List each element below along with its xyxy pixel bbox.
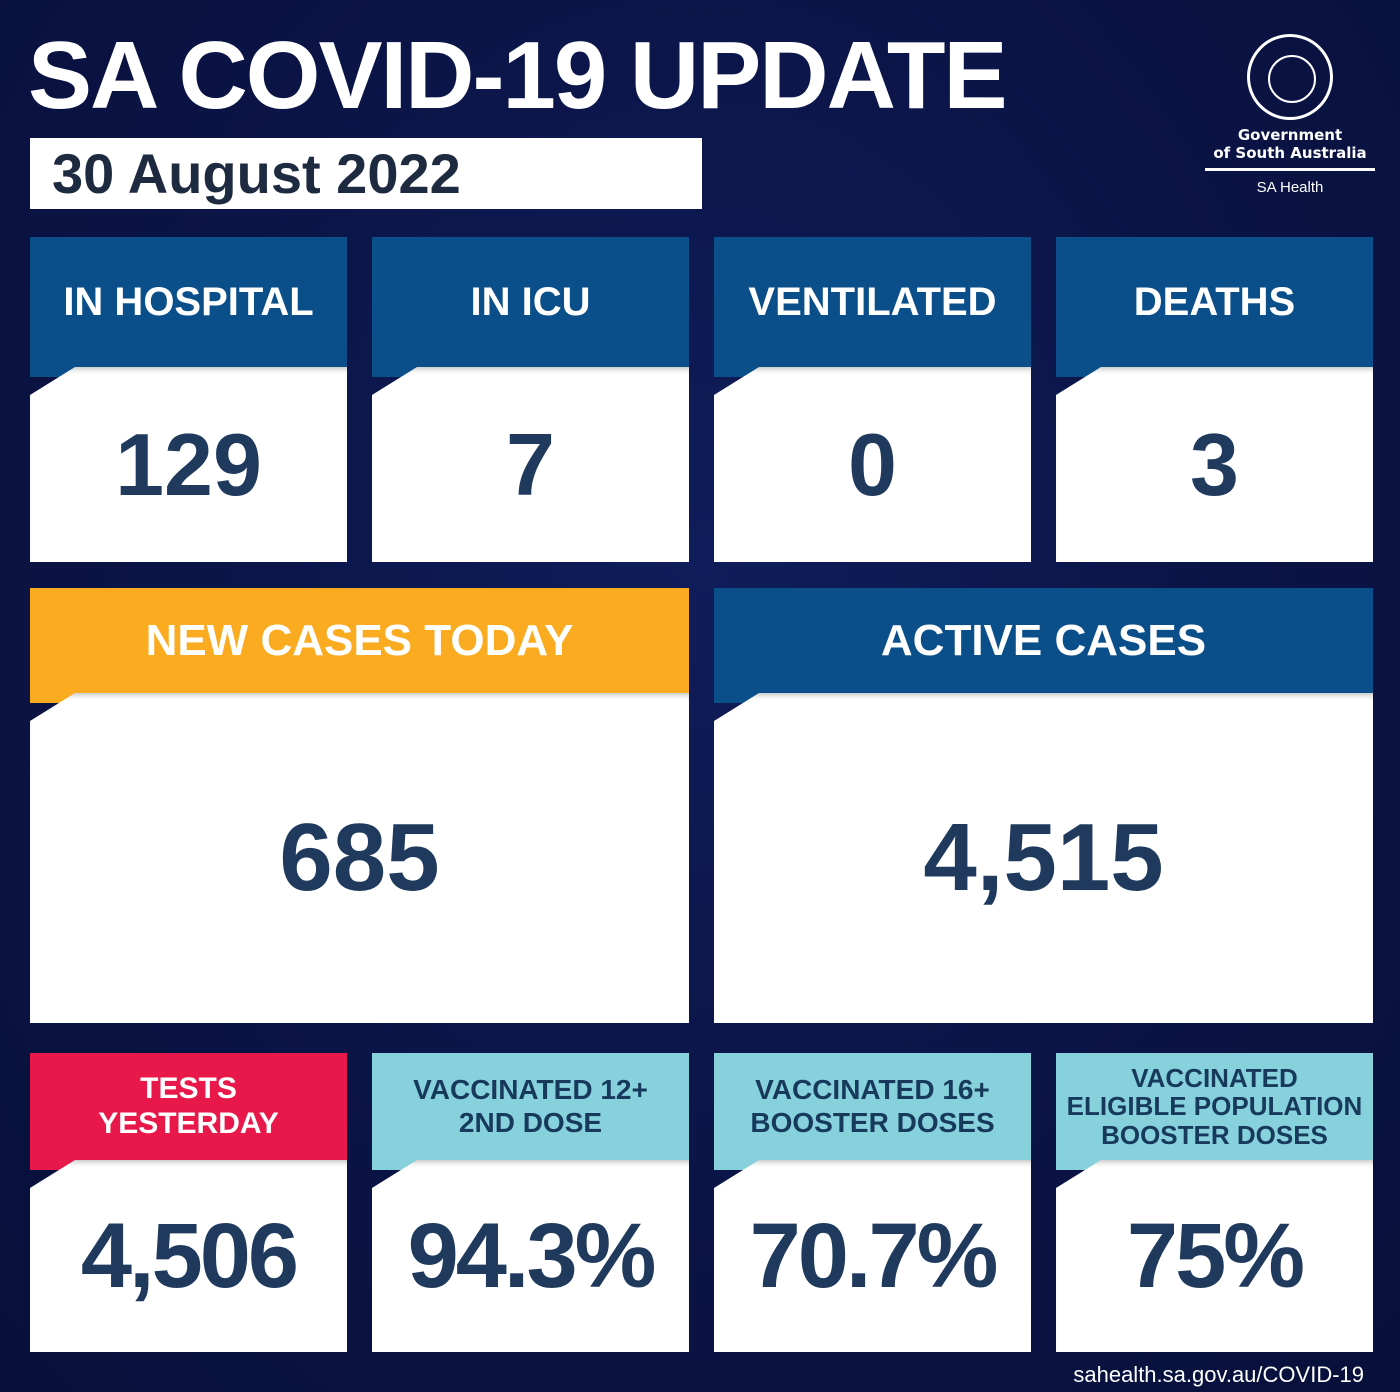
- card-new-cases: NEW CASES TODAY 685: [30, 588, 689, 1023]
- stat-card-ventilated: VENTILATED 0: [714, 237, 1031, 562]
- stat-value: 4,506: [30, 1160, 347, 1352]
- stat-value: 7: [372, 367, 689, 562]
- stat-value: 75%: [1056, 1160, 1373, 1352]
- stat-value: 94.3%: [372, 1160, 689, 1352]
- stat-card-in-hospital: IN HOSPITAL 129: [30, 237, 347, 562]
- stat-label: VACCINATED 12+: [413, 1074, 648, 1106]
- logo-health: SA Health: [1256, 179, 1324, 196]
- logo-line1: Government: [1237, 126, 1343, 144]
- stat-label: VACCINATED 16+: [755, 1074, 990, 1106]
- stat-label: NEW CASES TODAY: [30, 588, 689, 703]
- stat-label: IN ICU: [372, 237, 689, 377]
- stat-label: YESTERDAY: [98, 1106, 279, 1140]
- sa-government-logo: Government of South Australia SA Health: [1205, 34, 1375, 196]
- stat-card-deaths: DEATHS 3: [1056, 237, 1373, 562]
- stat-card-in-icu: IN ICU 7: [372, 237, 689, 562]
- stat-value: 129: [30, 367, 347, 562]
- stat-label: ELIGIBLE POPULATION: [1066, 1091, 1363, 1122]
- stat-label: VENTILATED: [714, 237, 1031, 377]
- stat-label: VACCINATED: [1131, 1062, 1298, 1093]
- stat-value: 3: [1056, 367, 1373, 562]
- piping-shrike-seal-icon: [1247, 34, 1333, 120]
- card-vaccinated-16-booster: VACCINATED 16+ BOOSTER DOSES 70.7%: [714, 1053, 1031, 1352]
- stat-label: DEATHS: [1056, 237, 1373, 377]
- logo-line2: of South Australia: [1213, 144, 1367, 162]
- footer-url[interactable]: sahealth.sa.gov.au/COVID-19: [1073, 1362, 1364, 1387]
- stat-label: IN HOSPITAL: [30, 237, 347, 377]
- card-eligible-population-booster: VACCINATED ELIGIBLE POPULATION BOOSTER DOS…: [1056, 1053, 1373, 1352]
- card-vaccinated-12-second-dose: VACCINATED 12+ 2ND DOSE 94.3%: [372, 1053, 689, 1352]
- stat-label: ACTIVE CASES: [714, 588, 1373, 703]
- date-label: 30 August 2022: [30, 138, 702, 209]
- stat-label: TESTS: [140, 1072, 237, 1105]
- stat-label: BOOSTER DOSES: [750, 1106, 995, 1138]
- card-active-cases: ACTIVE CASES 4,515: [714, 588, 1373, 1023]
- logo-divider: [1205, 168, 1375, 171]
- stat-value: 685: [30, 693, 689, 1023]
- page-title: SA COVID-19 UPDATE: [28, 22, 1007, 129]
- stat-value: 0: [714, 367, 1031, 562]
- stat-label: BOOSTER DOSES: [1101, 1119, 1328, 1150]
- card-tests-yesterday: TESTS YESTERDAY 4,506: [30, 1053, 347, 1352]
- stat-label: 2ND DOSE: [458, 1106, 603, 1138]
- stat-value: 4,515: [714, 693, 1373, 1023]
- stat-value: 70.7%: [714, 1160, 1031, 1352]
